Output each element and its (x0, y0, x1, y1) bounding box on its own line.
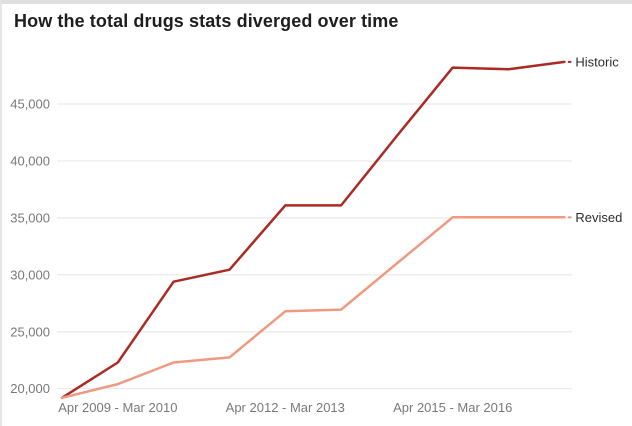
gridlines-layer (57, 103, 572, 390)
series-lines-layer (60, 60, 566, 400)
series-line-historic (60, 60, 566, 400)
x-axis-tick-label: Apr 2015 - Mar 2016 (393, 400, 512, 415)
series-line-revised (60, 216, 566, 400)
y-axis-tick-label: 25,000 (10, 324, 50, 339)
x-axis-labels: Apr 2009 - Mar 2010 Apr 2012 - Mar 2013 Ap… (58, 400, 512, 415)
y-axis-tick-label: 20,000 (10, 381, 50, 396)
y-axis-tick-label: 35,000 (10, 210, 50, 225)
series-end-label-historic: Historic (575, 54, 619, 69)
line-chart-canvas: 20,000 25,000 30,000 35,000 40,000 45,000 Apr… (10, 54, 622, 415)
x-axis-tick-label: Apr 2009 - Mar 2010 (58, 400, 177, 415)
chart-title: How the total drugs stats diverged over … (14, 11, 399, 31)
y-axis-tick-label: 30,000 (10, 267, 50, 282)
y-axis-labels: 20,000 25,000 30,000 35,000 40,000 45,000 (10, 97, 50, 397)
series-end-label-revised: Revised (575, 210, 622, 225)
series-end-labels-layer: Historic Revised (567, 54, 622, 225)
y-axis-tick-label: 40,000 (10, 153, 50, 168)
x-axis-tick-label: Apr 2012 - Mar 2013 (226, 400, 345, 415)
y-axis-tick-label: 45,000 (10, 97, 50, 112)
